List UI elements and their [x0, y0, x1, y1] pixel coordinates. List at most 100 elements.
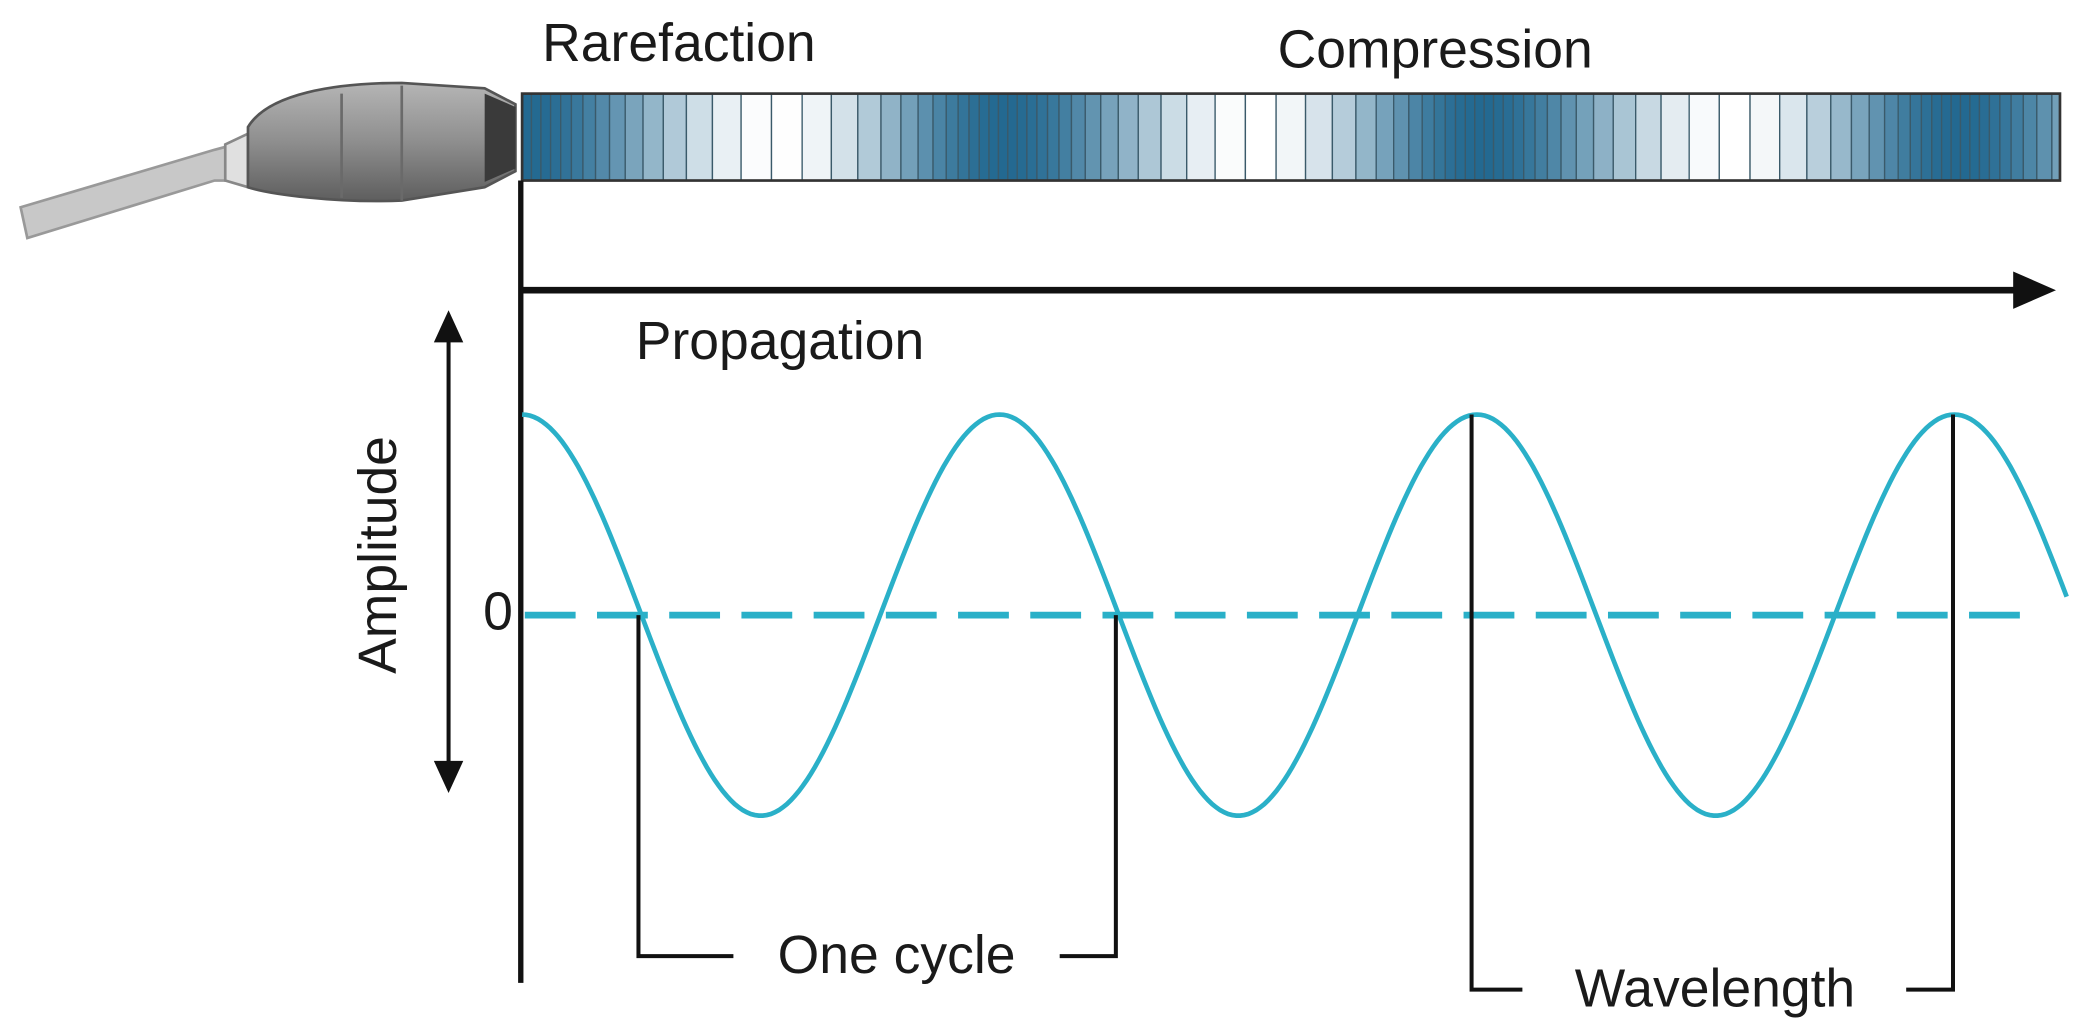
stripe	[1454, 92, 1466, 182]
stripe	[1160, 92, 1188, 182]
stripe	[685, 92, 714, 182]
stripe	[1046, 92, 1060, 182]
stripe	[1375, 92, 1395, 182]
stripe	[2022, 92, 2038, 182]
stripe	[521, 92, 533, 182]
stripe	[880, 92, 902, 182]
stripe	[1940, 92, 1952, 182]
stripe	[2036, 92, 2053, 182]
stripe	[830, 92, 859, 182]
stripe	[1058, 92, 1073, 182]
stripe	[945, 92, 959, 182]
stripe	[1433, 92, 1446, 182]
stripe	[1016, 92, 1028, 182]
stripe	[1806, 92, 1832, 182]
stripe	[1969, 92, 1981, 182]
stripe	[1084, 92, 1102, 182]
stripe	[549, 92, 562, 182]
stripe	[1036, 92, 1049, 182]
probe-face	[484, 93, 516, 182]
stripe	[1978, 92, 1991, 182]
stripe	[1718, 92, 1751, 182]
stripe	[1502, 92, 1514, 182]
stripe	[1474, 92, 1485, 182]
stripe	[608, 92, 626, 182]
stripe	[740, 92, 773, 182]
stripe	[968, 92, 980, 182]
one-cycle-bracket	[636, 615, 1118, 959]
stripe	[857, 92, 882, 182]
probe-seams	[340, 85, 404, 201]
probe-body	[246, 81, 517, 203]
stripe	[594, 92, 611, 182]
stripe	[1959, 92, 1971, 182]
stripe	[1117, 92, 1139, 182]
probe-cable	[19, 142, 236, 240]
stripe	[560, 92, 573, 182]
propagation-label: Propagation	[636, 312, 924, 371]
sine-wave	[521, 412, 2069, 818]
rarefaction-label: Rarefaction	[542, 14, 816, 73]
stripe	[1100, 92, 1119, 182]
propagation-arrowhead	[2013, 271, 2056, 309]
stripe	[1660, 92, 1690, 182]
stripe	[642, 92, 664, 182]
stripe	[1355, 92, 1377, 182]
stripe	[988, 92, 1000, 182]
stripe	[1688, 92, 1720, 182]
stripe	[1512, 92, 1525, 182]
zero-label: 0	[483, 582, 513, 641]
stripe	[1779, 92, 1808, 182]
stripe	[1492, 92, 1504, 182]
stripe	[997, 92, 1009, 182]
stripe	[1483, 92, 1495, 182]
stripe	[801, 92, 833, 182]
wavelength-label: Wavelength	[1575, 959, 1855, 1018]
stripe	[540, 92, 552, 182]
stripe	[1464, 92, 1476, 182]
stripe	[1275, 92, 1307, 182]
stripe	[1909, 92, 1923, 182]
stripe	[1523, 92, 1536, 182]
stripe	[1408, 92, 1423, 182]
compression-label: Compression	[1278, 21, 1593, 80]
probe-neck	[223, 131, 250, 190]
stripe	[530, 92, 542, 182]
stripe	[957, 92, 970, 182]
stripe	[932, 92, 947, 182]
stripe	[900, 92, 919, 182]
stripe	[1560, 92, 1577, 182]
stripe	[1635, 92, 1662, 182]
stripe	[1897, 92, 1911, 182]
stripe	[1850, 92, 1870, 182]
stripe	[1026, 92, 1038, 182]
stripe	[570, 92, 584, 182]
stripe	[1575, 92, 1595, 182]
stripe	[1868, 92, 1886, 182]
stripe	[1137, 92, 1162, 182]
stripe	[1070, 92, 1086, 182]
stripe	[1214, 92, 1247, 182]
stripe	[1534, 92, 1549, 182]
transducer-probe	[19, 81, 517, 240]
stripe	[1988, 92, 2001, 182]
one-cycle-label: One cycle	[778, 926, 1016, 985]
stripe	[1244, 92, 1277, 182]
stripe	[1999, 92, 2012, 182]
stripe	[1883, 92, 1899, 182]
stripe	[711, 92, 742, 182]
stripe	[1920, 92, 1933, 182]
stripe	[917, 92, 934, 182]
stripe	[1421, 92, 1435, 182]
medium-bar	[520, 92, 2062, 182]
stripe	[2010, 92, 2024, 182]
stripe	[1749, 92, 1781, 182]
pressure-stripes	[521, 92, 2061, 182]
stripe	[1304, 92, 1334, 182]
stripe	[1186, 92, 1216, 182]
stripe	[1444, 92, 1457, 182]
amplitude-label: Amplitude	[349, 436, 408, 674]
stripe	[662, 92, 688, 182]
